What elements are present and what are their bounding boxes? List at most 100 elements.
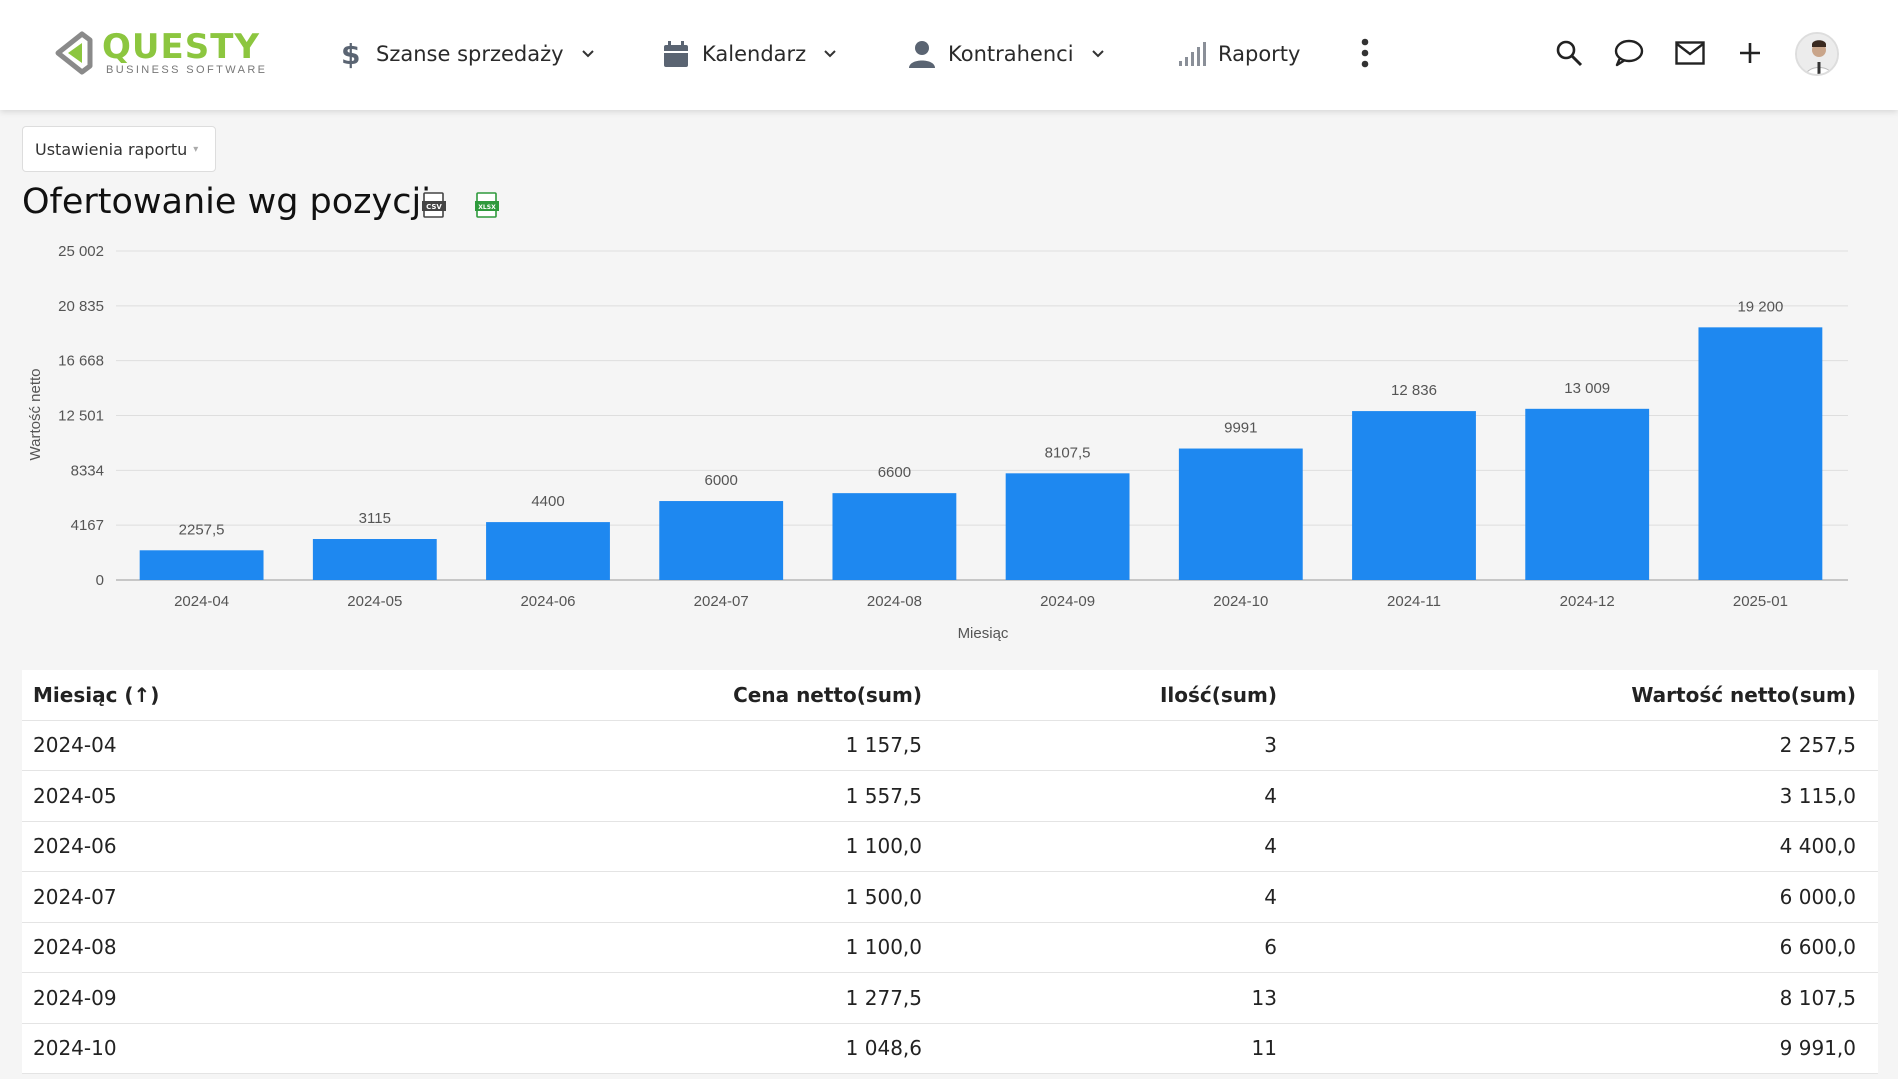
bar-value-label: 19 200 [1737,298,1783,315]
x-tick-label: 2024-11 [1387,593,1441,610]
cell-month: 2024-08 [33,935,117,960]
table-row[interactable]: 2024-10 1 048,6 11 9 991,0 [22,1023,1878,1074]
csv-icon[interactable]: CSV [421,192,447,218]
table-row[interactable]: 2024-05 1 557,5 4 3 115,0 [22,771,1878,822]
x-tick-label: 2024-08 [867,593,922,610]
calendar-icon [662,40,690,68]
bar [139,550,264,580]
cell-net-price: 1 157,5 [845,733,922,758]
bar [832,493,957,580]
y-tick-label: 16 668 [58,353,104,370]
page-title: Ofertowanie wg pozycji [22,182,431,222]
cell-month: 2024-10 [33,1036,117,1061]
x-tick-label: 2024-05 [347,593,402,610]
y-axis-title: Wartość netto [27,369,44,461]
logo-mark-icon [55,31,93,75]
nav-contractors[interactable]: Kontrahenci [908,34,1106,74]
table-body: 2024-04 1 157,5 3 2 257,5 2024-05 1 557,5 4 3 1… [22,720,1878,1074]
table-row[interactable]: 2024-09 1 277,5 13 8 107,5 [22,973,1878,1024]
cell-net-price: 1 100,0 [845,834,922,859]
cell-month: 2024-04 [33,733,117,758]
cell-net-price: 1 048,6 [845,1036,922,1061]
bar-value-label: 6000 [705,472,738,489]
dollar-icon: $ [336,39,364,69]
mail-icon[interactable] [1673,36,1707,70]
chevron-down-icon [824,50,836,58]
bar-value-label: 6600 [878,464,911,481]
cell-net-value: 2 257,5 [1779,733,1856,758]
signal-bars-icon [1178,40,1206,68]
svg-text:$: $ [341,39,360,69]
bar-value-label: 13 009 [1564,380,1610,397]
bar [1352,411,1476,580]
nav-label: Kalendarz [702,42,807,66]
y-tick-label: 4167 [71,517,104,534]
x-axis-title: Miesiąc [958,625,1009,642]
xlsx-icon[interactable]: XLSX [474,192,500,218]
bar [1525,408,1650,580]
table-row[interactable]: 2024-04 1 157,5 3 2 257,5 [22,720,1878,771]
caret-down-icon: ▾ [193,143,199,155]
cell-month: 2024-06 [33,834,117,859]
cell-quantity: 11 [1251,1036,1277,1061]
nav-label: Szanse sprzedaży [376,42,564,66]
bar-chart: 0 4167 8334 12 501 16 668 20 835 25 002 2257,5 2… [27,243,1848,642]
search-icon[interactable] [1552,36,1586,70]
bar [1178,448,1303,580]
logo-subtext: BUSINESS SOFTWARE [106,64,268,76]
nav-label: Kontrahenci [948,42,1074,66]
cell-net-price: 1 100,0 [845,935,922,960]
header-net-price[interactable]: Cena netto(sum) [733,682,922,707]
cell-quantity: 6 [1264,935,1277,960]
cell-net-price: 1 500,0 [845,884,922,909]
x-tick-label: 2024-06 [520,593,575,610]
cell-quantity: 4 [1264,884,1277,909]
cell-net-value: 6 000,0 [1779,884,1856,909]
cell-quantity: 4 [1264,834,1277,859]
x-tick-label: 2024-04 [174,593,229,610]
cell-net-price: 1 277,5 [845,985,922,1010]
report-settings-label: Ustawienia raportu [35,139,188,159]
nav-sales-opportunities[interactable]: $ Szanse sprzedaży [336,34,596,74]
x-tick-label: 2024-07 [694,593,749,610]
bar [659,501,784,580]
logo-text: QUESTY [102,27,261,67]
header-month[interactable]: Miesiąc (↑) [33,682,160,707]
bar-value-label: 4400 [531,493,564,510]
user-avatar[interactable] [1795,32,1839,76]
x-tick-label: 2024-10 [1213,593,1268,610]
chat-icon[interactable] [1612,36,1646,70]
y-tick-label: 12 501 [58,408,104,425]
x-tick-label: 2025-01 [1733,593,1788,610]
bar [1005,473,1130,580]
y-tick-label: 25 002 [58,243,104,260]
questy-logo[interactable]: QUESTY BUSINESS SOFTWARE [52,28,292,80]
header-net-value[interactable]: Wartość netto(sum) [1631,682,1856,707]
cell-net-value: 9 991,0 [1779,1036,1856,1061]
table-header-row: Miesiąc (↑) Cena netto(sum) Ilość(sum) W… [22,670,1878,721]
report-settings-button[interactable]: Ustawienia raportu ▾ [22,126,216,172]
bar [486,522,610,580]
cell-net-value: 6 600,0 [1779,935,1856,960]
y-tick-label: 8334 [71,462,104,479]
cell-net-price: 1 557,5 [845,783,922,808]
cell-net-value: 8 107,5 [1779,985,1856,1010]
table-row[interactable]: 2024-06 1 100,0 4 4 400,0 [22,821,1878,872]
cell-quantity: 13 [1251,985,1277,1010]
nav-reports[interactable]: Raporty [1178,34,1300,74]
plus-icon[interactable] [1733,36,1767,70]
table-row[interactable]: 2024-07 1 500,0 4 6 000,0 [22,872,1878,923]
x-tick-label: 2024-09 [1040,593,1095,610]
header-quantity[interactable]: Ilość(sum) [1159,682,1277,707]
bar-value-label: 8107,5 [1045,444,1091,461]
more-options-icon[interactable] [1348,36,1382,70]
table-row[interactable]: 2024-08 1 100,0 6 6 600,0 [22,922,1878,973]
cell-month: 2024-09 [33,985,117,1010]
person-icon [908,40,936,68]
chevron-down-icon [581,50,594,58]
cell-net-value: 3 115,0 [1779,783,1856,808]
bar-value-label: 3115 [359,510,391,527]
nav-calendar[interactable]: Kalendarz [662,34,838,74]
chevron-down-icon [1091,50,1104,58]
bar-value-label: 2257,5 [179,521,225,538]
